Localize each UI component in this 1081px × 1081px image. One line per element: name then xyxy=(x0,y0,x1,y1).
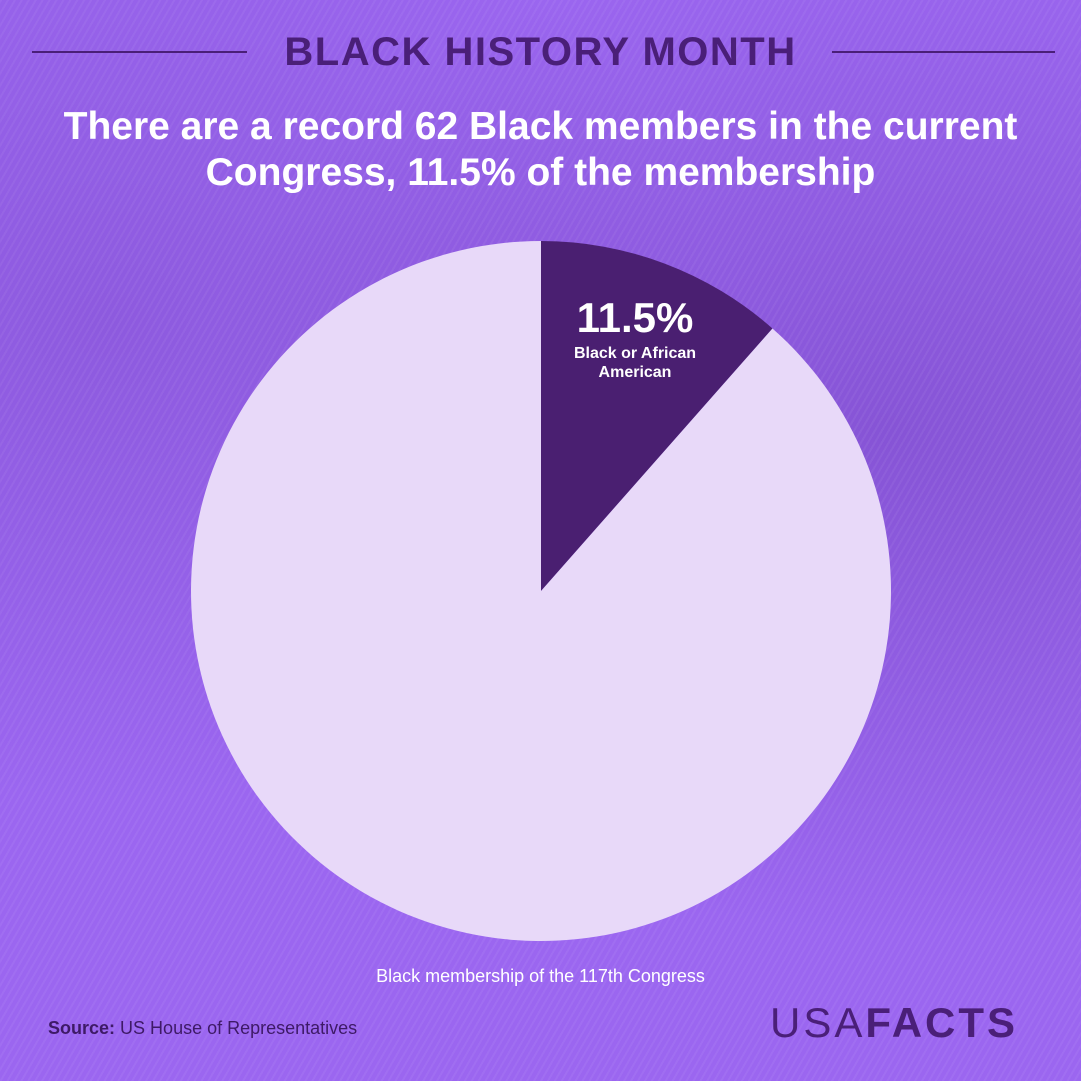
source-label: Source: xyxy=(48,1018,116,1038)
slice-label-value: 11.5% xyxy=(576,294,694,341)
section-heading: BLACK HISTORY MONTH xyxy=(284,30,797,74)
pie-slice-black-members xyxy=(541,241,773,591)
logo-text-light: USA xyxy=(770,999,866,1046)
usafacts-logo: USAFACTS xyxy=(770,999,1018,1047)
source-note: Source: US House of Representatives xyxy=(48,1018,357,1039)
heading-rule-right xyxy=(832,51,1055,53)
heading-rule-left xyxy=(32,51,247,53)
source-text: US House of Representatives xyxy=(120,1018,358,1038)
slice-label-name: Black or African American xyxy=(573,345,697,381)
slice-label: 11.5% Black or African American xyxy=(545,294,725,382)
chart-caption: Black membership of the 117th Congress xyxy=(376,966,705,986)
logo-text-bold: FACTS xyxy=(865,999,1019,1046)
pie-slice-other-members xyxy=(191,241,891,941)
chart-title: There are a record 62 Black members in t… xyxy=(63,105,1018,194)
